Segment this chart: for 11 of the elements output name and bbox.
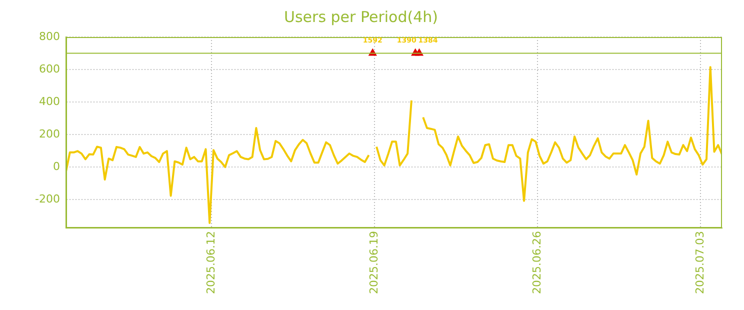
y-tick-label: 600 bbox=[39, 62, 60, 76]
x-tick-label: 2025.06.19 bbox=[367, 231, 380, 294]
y-tick-label: 200 bbox=[39, 127, 60, 140]
x-tick-label: 2025.06.26 bbox=[530, 231, 544, 294]
chart-title: Users per Period(4h) bbox=[284, 8, 438, 26]
y-tick-label: -200 bbox=[35, 192, 60, 206]
y-tick-label: 0 bbox=[53, 160, 60, 173]
y-tick-label: 400 bbox=[39, 94, 60, 108]
x-tick-label: 2025.06.12 bbox=[204, 231, 218, 294]
x-tick-label: 2025.07.03 bbox=[694, 231, 707, 294]
y-tick-label: 800 bbox=[39, 30, 60, 43]
